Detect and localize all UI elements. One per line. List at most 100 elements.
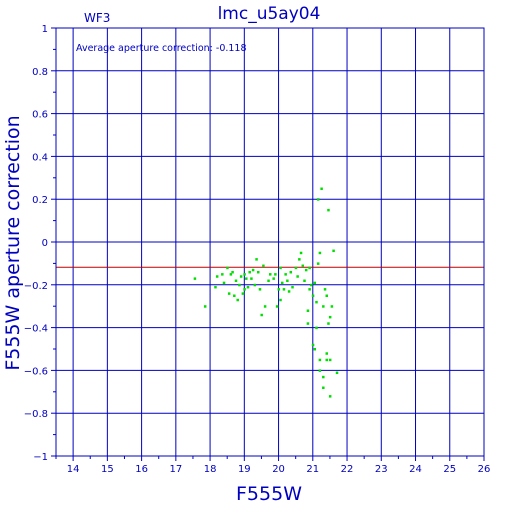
x-tick-label: 24 [409, 464, 422, 475]
data-point [279, 298, 282, 302]
data-point [226, 266, 229, 270]
y-tick-label: −0.6 [24, 366, 48, 377]
data-point [328, 358, 332, 362]
data-point [304, 268, 308, 272]
data-point [325, 358, 328, 362]
data-point [287, 290, 291, 293]
data-point [298, 258, 301, 261]
x-tick-label: 19 [238, 464, 251, 475]
data-point [274, 273, 277, 276]
data-point [306, 322, 310, 325]
data-point [245, 277, 248, 280]
data-point [313, 348, 317, 351]
data-point [325, 352, 328, 355]
data-point [243, 273, 246, 276]
data-point [325, 294, 328, 297]
data-point [248, 270, 251, 274]
data-point [306, 309, 310, 312]
grid-lines [56, 27, 485, 457]
data-point [229, 273, 233, 276]
x-axis-label: F555W [236, 483, 302, 505]
x-tick-label: 26 [478, 464, 491, 475]
data-point [267, 279, 270, 283]
data-point [318, 251, 322, 255]
data-point [289, 270, 293, 274]
data-point [327, 322, 330, 325]
chip-label: WF3 [84, 11, 110, 25]
data-point [203, 305, 207, 308]
x-tick-label: 14 [67, 464, 80, 475]
y-tick-label: −0.8 [24, 409, 48, 420]
data-point [251, 268, 255, 272]
data-point [280, 281, 284, 285]
x-tick-label: 20 [272, 464, 285, 475]
x-tick-label: 23 [375, 464, 388, 475]
data-points [193, 187, 339, 398]
y-tick-label: 0.2 [32, 195, 48, 206]
data-point [236, 298, 239, 302]
data-point [311, 343, 315, 347]
data-point [323, 288, 327, 291]
data-point [222, 281, 226, 285]
data-point [246, 285, 250, 289]
data-point [277, 288, 281, 291]
data-point [332, 249, 335, 253]
data-point [263, 305, 267, 308]
y-tick-label: 1 [42, 24, 48, 35]
tick-labels: 14 15 16 17 18 19 20 21 22 23 24 25 26 −1 −0.8 −0.6 −0.4… [24, 24, 491, 475]
data-point [316, 262, 320, 265]
data-point [286, 279, 289, 283]
data-point [320, 187, 323, 190]
data-point [269, 273, 272, 276]
data-point [310, 283, 313, 287]
x-tick-label: 17 [169, 464, 182, 475]
data-point [318, 369, 322, 372]
y-tick-label: 0.8 [32, 67, 48, 78]
data-point [284, 273, 287, 276]
data-point [316, 198, 320, 201]
data-point [241, 292, 245, 295]
data-point [231, 270, 234, 274]
y-tick-label: −1 [33, 452, 48, 463]
y-tick-label: 0 [42, 238, 48, 249]
data-point [221, 273, 224, 276]
data-point [330, 305, 334, 308]
data-point [243, 288, 246, 291]
data-point [315, 326, 318, 330]
data-point [327, 208, 330, 212]
data-point [315, 300, 318, 304]
data-point [322, 305, 325, 308]
data-point [279, 266, 282, 270]
data-point [313, 281, 317, 285]
x-tick-label: 15 [101, 464, 114, 475]
y-tick-label: −0.2 [24, 281, 48, 292]
data-point [238, 283, 241, 287]
data-point [215, 275, 219, 278]
chart-title: lmc_u5ay04 [218, 4, 321, 24]
data-point [303, 279, 306, 283]
data-point [318, 358, 322, 362]
data-point [275, 305, 279, 308]
y-tick-label: −0.4 [24, 324, 48, 335]
x-tick-label: 25 [443, 464, 456, 475]
average-correction-annotation: Average aperture correction: -0.118 [76, 43, 247, 54]
data-point [255, 258, 258, 261]
data-point [272, 277, 275, 280]
data-point [257, 270, 260, 274]
data-point [262, 264, 265, 268]
y-tick-label: 0.4 [32, 152, 48, 163]
data-point [294, 266, 298, 270]
data-point [308, 266, 311, 270]
data-point [322, 375, 325, 379]
data-point [260, 313, 263, 317]
data-point [335, 371, 339, 375]
data-point [282, 288, 286, 291]
data-point [227, 292, 231, 295]
data-point [250, 277, 253, 280]
data-point [193, 277, 197, 280]
data-point [311, 294, 315, 297]
data-point [234, 279, 238, 283]
data-point [239, 275, 243, 278]
data-point [308, 288, 311, 291]
